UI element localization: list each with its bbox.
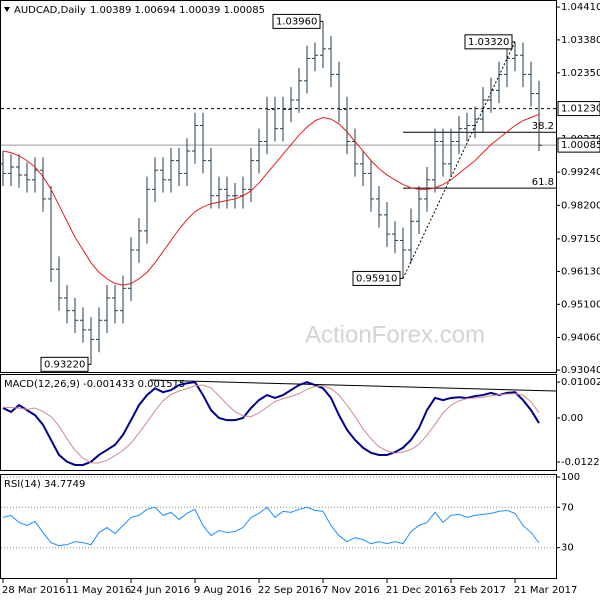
level-label-box — [557, 101, 600, 117]
x-tick-label: 28 Mar 2016 — [2, 585, 65, 596]
y-tick-label: 0.98200 — [561, 200, 600, 211]
x-tick-label: 22 Sep 2016 — [258, 585, 321, 596]
y-tick-label: 1.03380 — [561, 35, 600, 46]
level-label: 1.01230 — [561, 104, 600, 115]
y-tick-label: 30 — [561, 543, 574, 554]
y-tick-label: 0.97150 — [561, 234, 600, 245]
y-tick-label: 1.04410 — [561, 2, 600, 13]
price-panel — [0, 0, 557, 373]
annotation-label-box — [352, 270, 401, 286]
watermark: ActionForex.com — [305, 321, 485, 348]
annotation-label: 0.93220 — [44, 359, 85, 370]
series-line — [2, 384, 540, 464]
last-price-label: 1.00085 — [561, 140, 600, 151]
macd-panel — [0, 374, 557, 471]
x-tick-label: 24 Jun 2016 — [130, 585, 190, 596]
rsi-title: RSI(14) 34.7749 — [4, 479, 85, 490]
y-tick-label: 70 — [561, 502, 574, 513]
series-line — [2, 506, 540, 547]
annotation-label-box — [40, 356, 89, 372]
fib-label: 61.8 — [532, 177, 554, 188]
quote: 1.00389 1.00694 1.00039 1.00085 — [90, 5, 265, 16]
x-tick-label: 9 Aug 2016 — [194, 585, 252, 596]
annotation-label: 0.95910 — [356, 273, 397, 284]
dropdown-icon — [4, 7, 10, 12]
y-tick-label: 0.96130 — [561, 266, 600, 277]
y-tick-label: 0.93040 — [561, 365, 600, 376]
y-tick-label: 0.010021 — [561, 377, 600, 388]
y-tick-label: 0.99240 — [561, 167, 600, 178]
x-tick-label: 21 Mar 2017 — [514, 585, 577, 596]
rsi-panel — [0, 474, 557, 579]
macd-trendline — [149, 379, 557, 392]
last-price-label-box — [557, 137, 600, 153]
trendline — [402, 41, 516, 279]
y-tick-label: 100 — [561, 472, 580, 483]
x-tick-label: 7 Nov 2016 — [322, 585, 380, 596]
x-tick-label: 21 Dec 2016 — [386, 585, 450, 596]
annotation-label-box — [272, 13, 321, 29]
annotation-label-box — [464, 34, 513, 50]
y-tick-label: 0.95100 — [561, 299, 600, 310]
annotation-label: 1.03320 — [468, 37, 509, 48]
x-tick-label: 11 May 2016 — [66, 585, 131, 596]
y-tick-label: 0.94060 — [561, 333, 600, 344]
y-tick-label: 1.02350 — [561, 68, 600, 79]
y-tick-label: -0.012266 — [561, 457, 600, 468]
chart-title: AUDCAD,Daily — [14, 5, 86, 16]
x-tick-label: 3 Feb 2017 — [450, 585, 506, 596]
fib-label: 38.2 — [532, 121, 554, 132]
series-line — [2, 381, 540, 466]
y-tick-label: 0.00 — [561, 413, 583, 424]
annotation-label: 1.03960 — [276, 16, 317, 27]
macd-title: MACD(12,26,9) -0.001433 0.001515 — [4, 379, 185, 390]
